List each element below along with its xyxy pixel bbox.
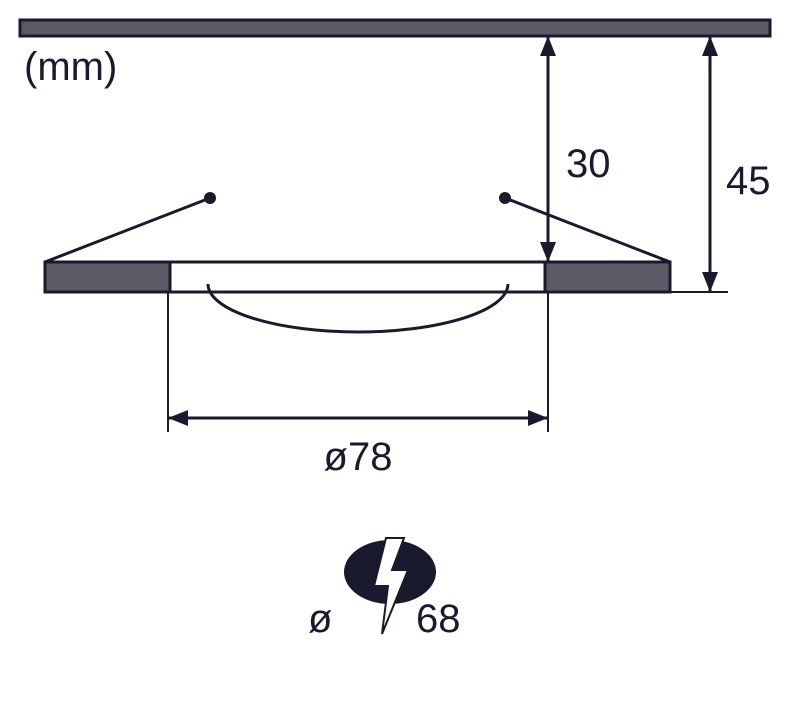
arrowhead [168,410,188,426]
cutout-diameter-prefix: ø [308,597,332,641]
dim-value-cutout-diameter: 68 [416,597,461,641]
spring-ball-left [204,192,216,204]
arrowhead [540,242,556,262]
dim-value-outer-diameter: ø78 [324,435,393,479]
arrowhead [540,36,556,56]
arrowhead [702,36,718,56]
technical-drawing: (mm) 30 45 ø78 ø 68 [0,0,800,714]
arrowhead [702,272,718,292]
spring-clip-left [45,198,210,262]
spring-clip-right [505,198,670,262]
dim-value-recess-depth: 30 [566,142,611,186]
fixture-opening [170,262,545,292]
fixture-rim-left [45,262,170,292]
ceiling-bar [20,20,770,36]
spring-ball-right [499,192,511,204]
dim-value-total-depth: 45 [726,159,771,203]
fixture-rim-right [545,262,670,292]
arrowhead [528,410,548,426]
units-label: (mm) [24,45,117,89]
